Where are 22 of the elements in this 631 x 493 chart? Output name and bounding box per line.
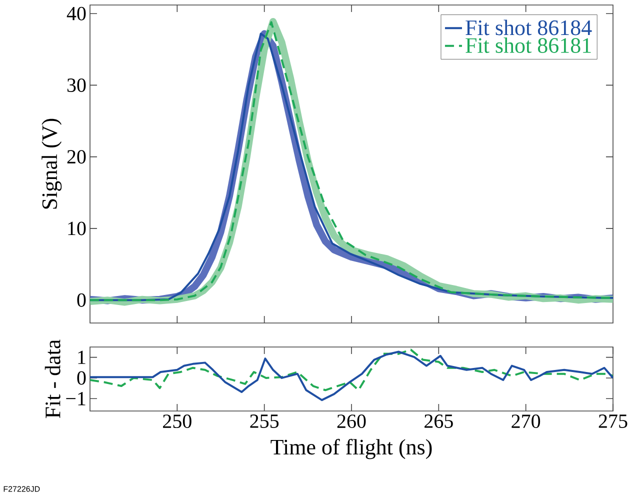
y-tick-label: 1 [78, 350, 86, 364]
y-tick-label: 30 [67, 78, 86, 92]
y-tick-label: −1 [66, 392, 86, 406]
y-tick-label: 10 [68, 222, 86, 236]
text: F27226JD [4, 486, 40, 492]
legend-label: Fit shot 86181 [466, 37, 591, 53]
y-tick-label: 0 [77, 293, 86, 307]
x-tick-label: 255 [250, 414, 279, 428]
x-axis-title: Time of flight (ns) [270, 438, 432, 460]
x-tick-label: 270 [512, 414, 540, 428]
legend-label: Fit shot 86184 [466, 20, 592, 36]
y-tick-label: 0 [77, 371, 86, 385]
x-tick-label: 260 [337, 414, 366, 428]
y-axis-title: Signal (V) [42, 118, 62, 209]
line-series [90, 350, 614, 402]
line-series [90, 348, 614, 392]
y-axis-title: Fit - data [44, 340, 60, 418]
x-tick-label: 265 [424, 414, 453, 428]
x-tick-label: 275 [598, 414, 628, 428]
x-tick-label: 250 [163, 414, 192, 428]
y-tick-label: 40 [66, 6, 86, 20]
y-tick-label: 20 [67, 150, 86, 164]
